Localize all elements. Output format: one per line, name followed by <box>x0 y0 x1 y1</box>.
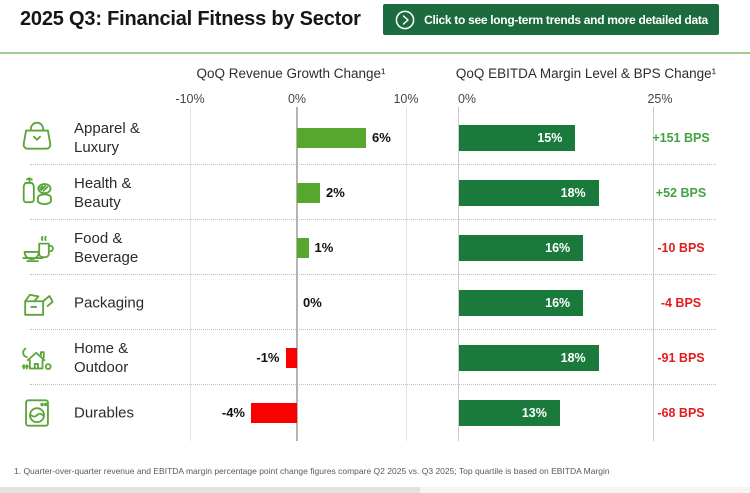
revenue-tick-10: 10% <box>393 92 419 106</box>
sector-label: Packaging <box>74 294 145 311</box>
revenue-bar <box>251 402 297 423</box>
footnote: 1. Quarter-over-quarter revenue and EBIT… <box>14 466 610 476</box>
revenue-tick-neg10: -10% <box>175 92 205 106</box>
ebitda-value-label: 16% <box>545 295 571 310</box>
header-divider <box>0 52 750 54</box>
table-row: Home & Outdoor -1% 18% -91 BPS <box>0 330 750 385</box>
row-separator <box>30 329 716 330</box>
revenue-value-label: 1% <box>314 239 334 255</box>
bps-label: +151 BPS <box>652 130 710 145</box>
page-title: 2025 Q3: Financial Fitness by Sector <box>20 8 361 30</box>
sector-label: Food & Beverage <box>74 229 139 266</box>
ebitda-bar: 18% <box>459 179 599 206</box>
ebitda-bar: 18% <box>459 344 599 371</box>
revenue-bar <box>285 347 297 368</box>
revenue-tick-0: 0% <box>287 92 307 106</box>
table-row: Packaging 0% 16% -4 BPS <box>0 275 750 330</box>
table-row: Health & Beauty 2% 18% +52 BPS <box>0 165 750 220</box>
ebitda-value-label: 13% <box>521 405 547 420</box>
open-box-icon <box>16 282 58 324</box>
ebitda-value-label: 16% <box>545 240 571 255</box>
ebitda-value-label: 18% <box>560 350 586 365</box>
revenue-value-label: 2% <box>326 184 345 200</box>
ebitda-value-label: 15% <box>537 130 563 145</box>
revenue-column-title: QoQ Revenue Growth Change¹ <box>196 66 386 81</box>
ebitda-bar: 15% <box>459 124 576 151</box>
row-separator <box>30 219 716 220</box>
sector-label: Home & Outdoor <box>74 339 129 376</box>
ebitda-column-title: QoQ EBITDA Margin Level & BPS Change¹ <box>455 66 717 81</box>
table-row: Apparel & Luxury 6% 15% +151 BPS <box>0 110 750 165</box>
ebitda-tick-25: 25% <box>647 92 673 106</box>
horizontal-scrollbar-thumb[interactable] <box>0 487 420 493</box>
revenue-bar <box>297 182 320 203</box>
sector-label: Health & Beauty <box>74 174 132 211</box>
bps-label: -91 BPS <box>657 350 705 365</box>
revenue-bar <box>297 237 309 258</box>
washing-machine-icon <box>16 392 58 434</box>
sector-label: Apparel & Luxury <box>74 119 140 156</box>
food-beverage-icon <box>16 227 58 269</box>
row-separator <box>30 164 716 165</box>
cosmetics-icon <box>16 172 58 214</box>
bps-label: -10 BPS <box>657 240 705 255</box>
handbag-icon <box>16 117 58 159</box>
ebitda-bar: 16% <box>459 289 584 316</box>
revenue-value-label: 0% <box>303 294 322 310</box>
bps-label: +52 BPS <box>655 185 707 200</box>
chart-rows: Apparel & Luxury 6% 15% +151 BPS Health … <box>0 110 750 440</box>
ebitda-bar: 13% <box>459 399 560 426</box>
chevron-right-circle-icon <box>395 10 415 29</box>
revenue-bar <box>297 127 366 148</box>
sector-label: Durables <box>74 404 135 421</box>
row-separator <box>30 274 716 275</box>
bps-label: -68 BPS <box>657 405 705 420</box>
ebitda-tick-0: 0% <box>457 92 477 106</box>
house-tree-icon <box>16 337 58 379</box>
revenue-value-label: -1% <box>256 349 280 365</box>
ebitda-value-label: 18% <box>560 185 586 200</box>
long-term-trends-button-label: Click to see long-term trends and more d… <box>424 12 708 27</box>
revenue-value-label: 6% <box>372 129 391 145</box>
bps-label: -4 BPS <box>660 295 702 310</box>
horizontal-scrollbar[interactable] <box>0 487 750 493</box>
revenue-value-label: -4% <box>221 404 245 420</box>
table-row: Food & Beverage 1% 16% -10 BPS <box>0 220 750 275</box>
table-row: Durables -4% 13% -68 BPS <box>0 385 750 440</box>
long-term-trends-button[interactable]: Click to see long-term trends and more d… <box>383 4 719 35</box>
ebitda-bar: 16% <box>459 234 584 261</box>
row-separator <box>30 384 716 385</box>
